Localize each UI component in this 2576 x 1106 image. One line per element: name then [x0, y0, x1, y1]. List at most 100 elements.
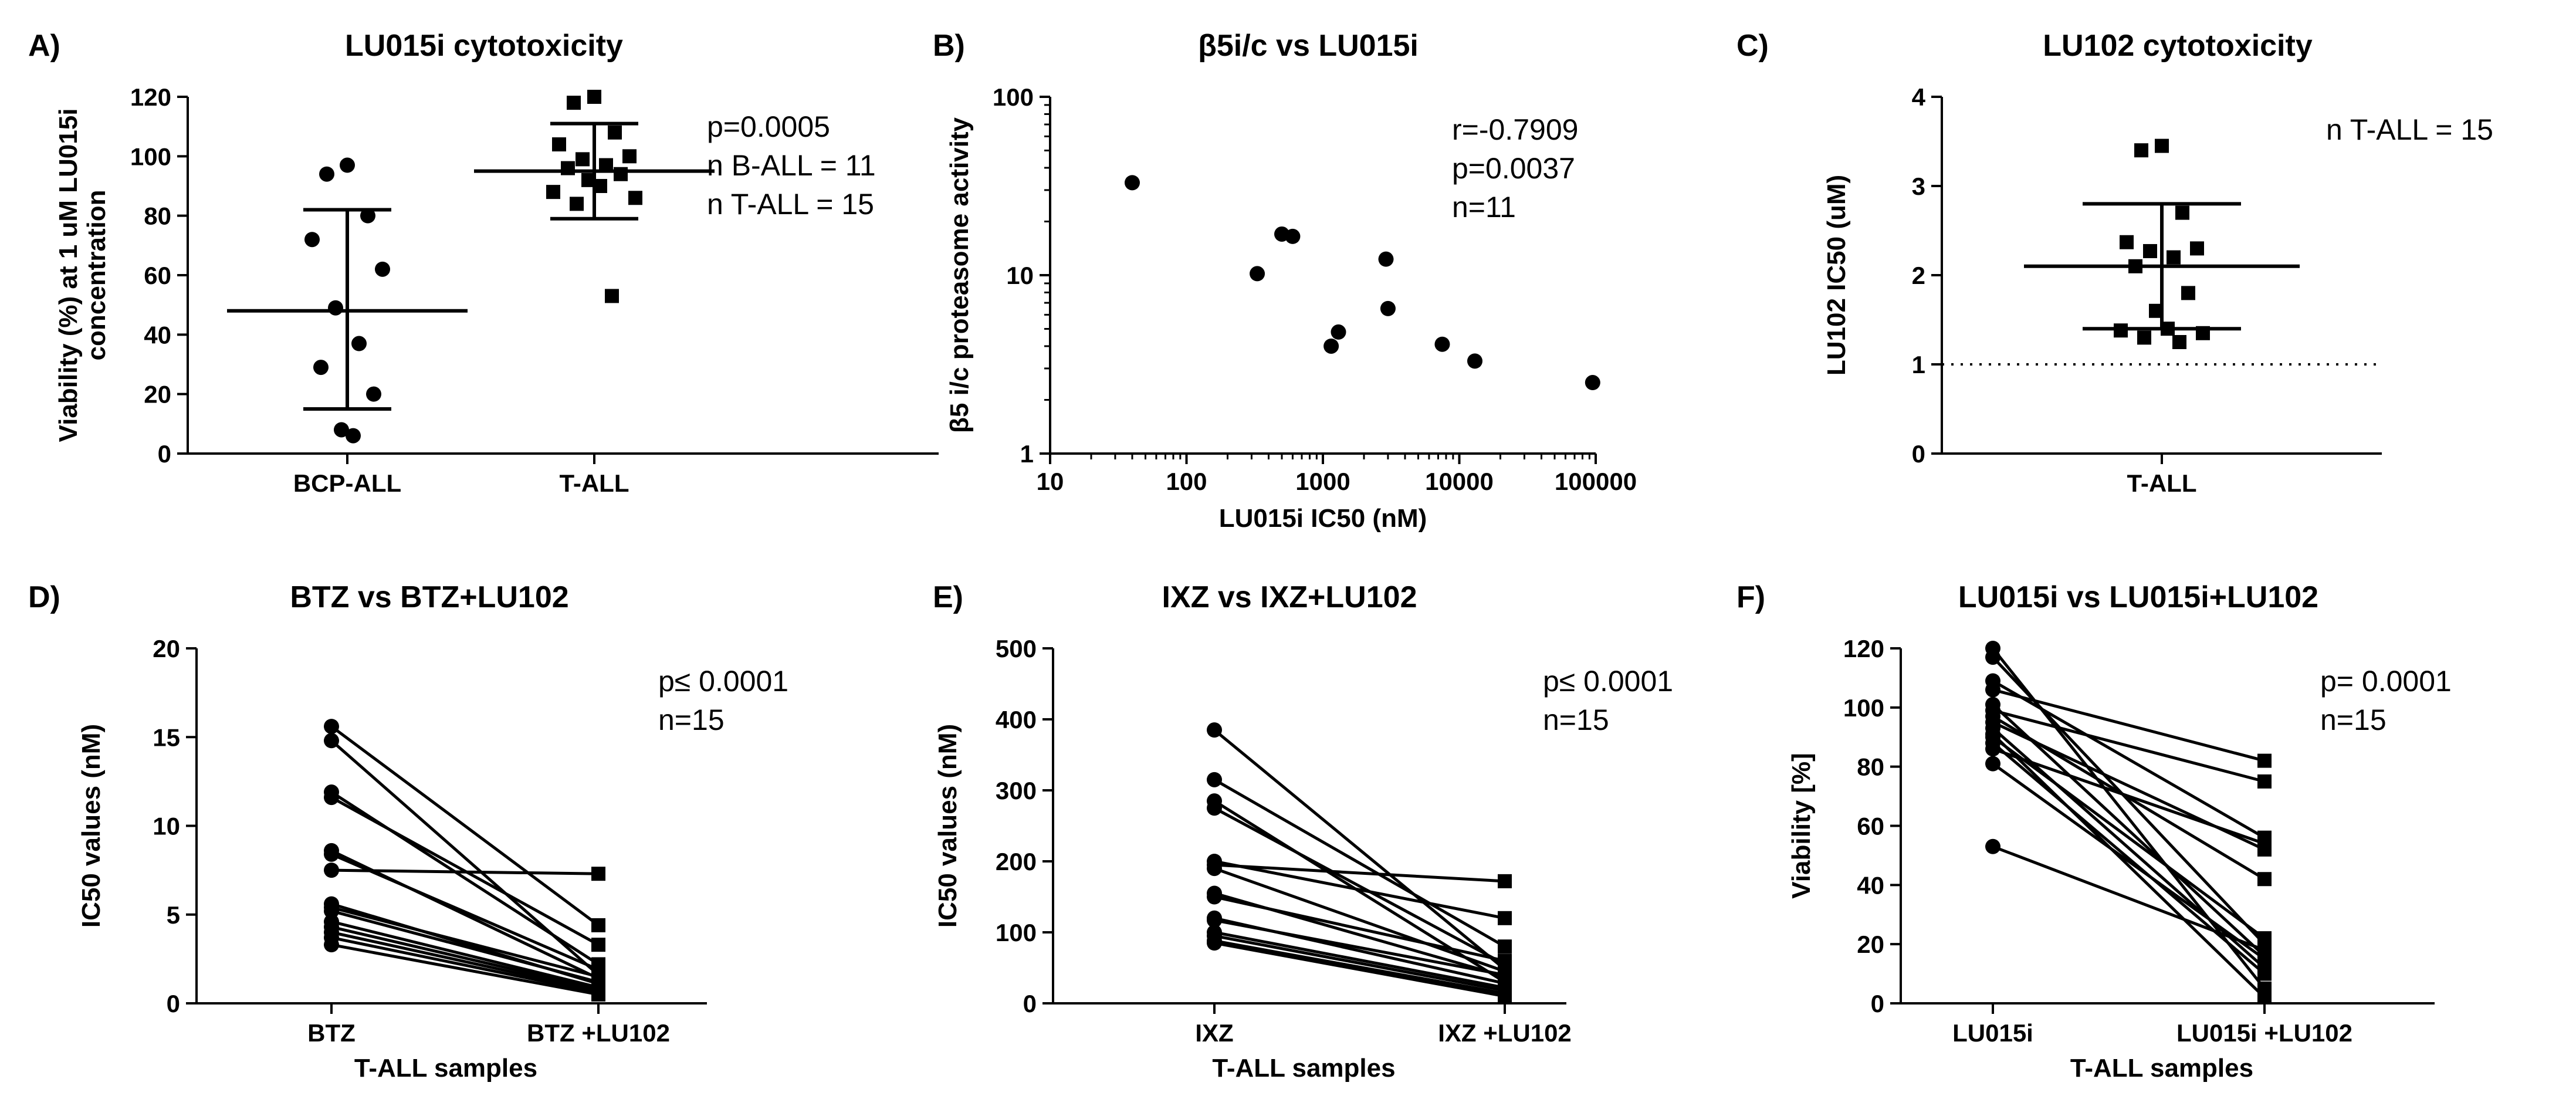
data-point — [1380, 300, 1396, 316]
data-point-after — [591, 867, 605, 881]
data-point-after — [1498, 874, 1512, 888]
pair-line — [1992, 762, 2266, 960]
data-point — [546, 185, 560, 199]
panel-letter: D) — [28, 580, 60, 614]
x-tick-label: 1000 — [1295, 468, 1350, 495]
y-tick-label: 0 — [158, 440, 171, 468]
data-point — [313, 360, 329, 376]
data-point — [2155, 138, 2169, 153]
category-label: BCP-ALL — [293, 469, 401, 497]
y-tick-label: 20 — [1857, 931, 1884, 958]
data-point-before — [1985, 756, 2000, 772]
y-tick-label: 80 — [1857, 753, 1884, 781]
data-point-before — [324, 719, 339, 735]
stat-annotation: n=15 — [2320, 703, 2387, 736]
paired-lines — [1992, 647, 2266, 999]
data-point — [2137, 330, 2151, 345]
y-tick-label: 60 — [1857, 813, 1884, 840]
data-point — [1434, 336, 1450, 352]
data-point-after — [591, 938, 605, 952]
category-label: LU015i — [1952, 1019, 2033, 1047]
data-point — [366, 386, 381, 402]
x-tick-label: 100 — [1166, 468, 1207, 495]
data-point-after — [1498, 953, 1512, 968]
data-point — [1331, 324, 1346, 340]
pair-line — [1214, 860, 1505, 920]
data-point — [561, 161, 575, 175]
pair-line — [1214, 941, 1505, 998]
data-point — [552, 137, 566, 152]
pair-line — [1214, 918, 1505, 977]
data-point-before — [1207, 889, 1222, 905]
pair-line — [1214, 895, 1505, 962]
y-tick-label: 1 — [1912, 351, 1925, 378]
data-point — [1323, 338, 1339, 354]
pair-line — [331, 909, 599, 984]
stat-annotation: r=-0.7909 — [1452, 113, 1578, 146]
data-point-after — [1498, 968, 1512, 982]
pair-line — [1992, 709, 2265, 783]
data-point — [593, 179, 607, 193]
y-tick-label: 100 — [130, 143, 171, 170]
y-axis-label: IC50 values (nM) — [77, 724, 106, 928]
data-point-after — [2257, 753, 2272, 768]
data-point — [319, 166, 334, 182]
data-point — [2196, 326, 2210, 340]
data-point — [351, 336, 367, 351]
panel-title: LU015i vs LU015i+LU102 — [1958, 580, 2318, 614]
data-point — [2134, 143, 2148, 158]
data-point-after — [2257, 774, 2272, 789]
category-label: BTZ +LU102 — [527, 1019, 670, 1047]
data-point-before — [324, 863, 339, 878]
y-tick-label: 10 — [153, 813, 180, 840]
pair-line — [1992, 703, 2266, 958]
x-axis-label: T-ALL samples — [1212, 1054, 1395, 1083]
stat-annotation: n T-ALL = 15 — [2326, 113, 2493, 146]
y-tick-label: 3 — [1912, 173, 1925, 200]
data-point-after — [2257, 872, 2272, 887]
y-tick-label: 40 — [1857, 871, 1884, 899]
pair-line — [331, 943, 599, 996]
paired-lines — [330, 725, 600, 996]
data-point — [570, 197, 584, 211]
pair-line — [1992, 748, 2265, 845]
panel-title: β5i/c vs LU015i — [1198, 29, 1419, 63]
data-point — [334, 422, 349, 438]
panel-a: A) LU015i cytotoxicity 0 20 40 60 80 100 120 Viab… — [28, 29, 939, 497]
data-point — [2172, 335, 2186, 349]
data-point — [1250, 266, 1265, 282]
data-point — [2120, 235, 2134, 249]
data-point — [567, 96, 581, 110]
y-tick-label: 100 — [993, 83, 1034, 111]
x-axis-label: T-ALL samples — [2070, 1054, 2253, 1083]
y-tick-label: 120 — [1843, 635, 1884, 662]
data-point — [628, 191, 642, 205]
pair-line — [1992, 679, 2266, 839]
data-point — [1467, 353, 1482, 369]
stat-annotation: p≤ 0.0001 — [658, 665, 788, 698]
panel-letter: B) — [933, 29, 965, 63]
category-label: IXZ — [1195, 1019, 1233, 1047]
x-tick-label: 10 — [1037, 468, 1064, 495]
y-tick-label: 0 — [167, 990, 180, 1017]
data-point-before — [1985, 682, 2000, 698]
panel-f: F) LU015i vs LU015i+LU102 0 20 40 60 80 100 120 V… — [1736, 580, 2452, 1083]
data-point — [1585, 375, 1600, 391]
y-axis-label: Viability (%) at 1 uM LU015i — [54, 109, 83, 442]
data-point-after — [2257, 943, 2272, 958]
pair-line — [331, 925, 599, 991]
data-point-before — [324, 937, 339, 953]
data-point — [608, 125, 622, 140]
error-bar — [227, 208, 468, 411]
data-point — [340, 157, 355, 173]
pair-line — [1992, 688, 2265, 763]
data-point-before — [1207, 772, 1222, 787]
data-point-before — [1985, 838, 2000, 854]
data-point — [605, 289, 619, 303]
data-point-after — [2257, 931, 2272, 946]
y-axis-label: IC50 values (nM) — [933, 724, 962, 928]
panel-c: C) LU102 cytotoxicity 0 1 2 3 4 LU102 IC50 (uM)… — [1736, 29, 2493, 497]
y-axis-label: LU102 IC50 (uM) — [1822, 175, 1851, 376]
axes — [1900, 648, 2435, 1004]
